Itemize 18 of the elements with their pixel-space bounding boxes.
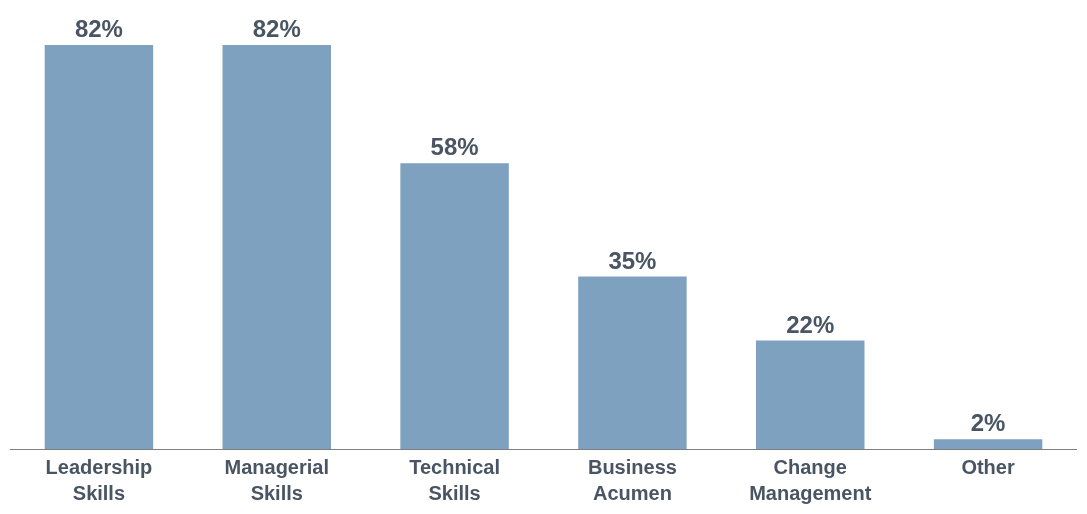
data-label: 82% <box>252 15 301 42</box>
x-tick-label: Other <box>961 456 1015 478</box>
data-label: 22% <box>786 310 835 338</box>
bar <box>44 45 154 449</box>
data-label: 35% <box>608 246 657 274</box>
x-tick-label: Business Acumen <box>587 456 677 504</box>
bar <box>222 45 331 449</box>
data-label: 82% <box>74 15 123 42</box>
data-label: 58% <box>430 133 479 161</box>
bar <box>756 340 865 449</box>
bar <box>400 163 509 449</box>
x-tick-label: Change Management <box>749 456 872 504</box>
x-tick-label: Managerial Skills <box>224 456 329 504</box>
data-label: 2% <box>970 409 1006 437</box>
x-tick-label: Technical Skills <box>409 456 500 504</box>
x-tick-label: Leadership Skills <box>45 456 153 504</box>
bar <box>578 276 687 449</box>
bar <box>933 439 1043 449</box>
